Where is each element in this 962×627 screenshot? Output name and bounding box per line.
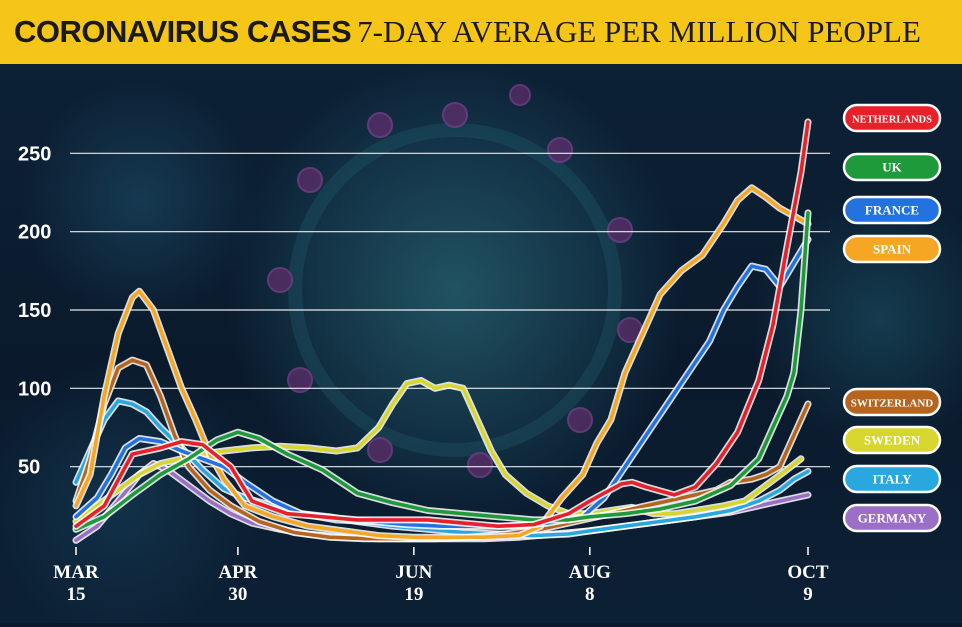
legend-item-italy: ITALY xyxy=(842,464,942,494)
x-tick-label-month: OCT xyxy=(787,562,829,583)
x-tick-label-day: 9 xyxy=(803,584,813,605)
grid-lines xyxy=(70,152,830,468)
legend-label: SPAIN xyxy=(873,242,912,257)
legend-swatch xyxy=(842,464,942,494)
chart-title: CORONAVIRUS CASES xyxy=(14,14,352,49)
legend-swatch xyxy=(842,387,942,417)
legend-item-spain: SPAIN xyxy=(842,234,942,264)
legend-label: ITALY xyxy=(872,472,912,487)
chart-title-line: CORONAVIRUS CASES 7-DAY AVERAGE PER MILLI… xyxy=(14,13,921,51)
legend-label: GERMANY xyxy=(858,511,927,526)
legend-item-france: FRANCE xyxy=(842,195,942,225)
y-tick-label: 100 xyxy=(18,378,51,400)
title-banner: CORONAVIRUS CASES 7-DAY AVERAGE PER MILLI… xyxy=(0,0,962,64)
y-axis-ticks: 50 100 150 200 250 xyxy=(18,143,51,478)
legend-swatch xyxy=(842,152,942,182)
x-tick-label-day: 15 xyxy=(67,584,86,605)
series-line-netherlands xyxy=(74,120,810,529)
legend-swatch xyxy=(842,425,942,455)
x-tick-label-month: MAR xyxy=(53,562,99,583)
legend-item-germany: GERMANY xyxy=(842,503,942,533)
x-tick-label-day: 19 xyxy=(404,584,423,605)
legend-item-sweden: SWEDEN xyxy=(842,425,942,455)
legend-swatch xyxy=(842,503,942,533)
x-tick-label-day: 8 xyxy=(585,584,595,605)
x-tick-label-day: 30 xyxy=(228,584,247,605)
legend-item-switzerland: SWITZERLAND xyxy=(842,387,942,417)
y-tick-label: 150 xyxy=(18,300,51,322)
y-tick-label: 200 xyxy=(18,222,51,244)
x-tick-label-month: JUN xyxy=(395,562,432,583)
legend-label: SWEDEN xyxy=(864,433,921,448)
legend-label: FRANCE xyxy=(865,203,919,218)
legend-swatch xyxy=(842,195,942,225)
legend-label: SWITZERLAND xyxy=(851,398,934,410)
x-tick-label-month: AUG xyxy=(569,562,611,583)
legend-item-uk: UK xyxy=(842,152,942,182)
legend-label: UK xyxy=(882,160,902,175)
series-line-spain xyxy=(74,186,810,540)
legend-swatch xyxy=(842,103,942,133)
y-tick-label: 50 xyxy=(18,457,40,479)
legend-item-netherlands: NETHERLANDS xyxy=(842,103,942,133)
series-lines xyxy=(72,118,812,544)
series-line-uk xyxy=(74,211,810,532)
legend: NETHERLANDS UK FRANCE SPAIN SWITZERLAND SWEDE… xyxy=(842,103,942,533)
series-line-sweden xyxy=(74,378,803,524)
y-tick-label: 250 xyxy=(18,143,51,165)
legend-label: NETHERLANDS xyxy=(852,115,932,126)
x-tick-label-month: APR xyxy=(218,562,257,583)
chart-subtitle: 7-DAY AVERAGE PER MILLION PEOPLE xyxy=(357,14,921,49)
legend-swatch xyxy=(842,234,942,264)
